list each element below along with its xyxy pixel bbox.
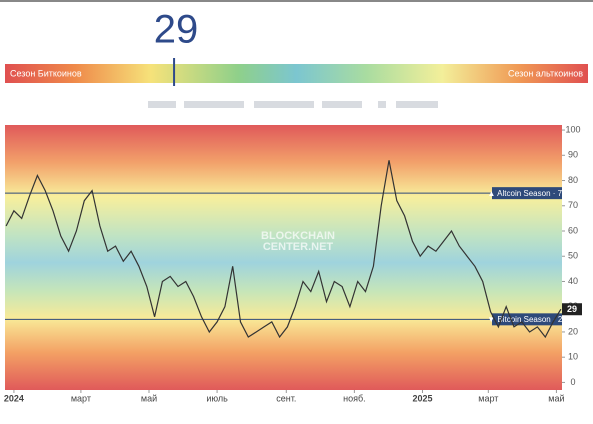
x-tick-label: сент. (276, 393, 296, 403)
current-value: 29 (154, 8, 199, 52)
last-value-label: 29 (567, 304, 577, 314)
bar-right-label: Сезон альткоинов (508, 68, 583, 78)
y-tick-label: 0 (570, 377, 575, 387)
x-tick-label: июль (206, 393, 228, 403)
y-tick-label: 70 (568, 200, 578, 210)
x-tick-label: май (548, 393, 564, 403)
reference-label: ▲ Altcoin Season · 75 (487, 189, 567, 198)
x-tick-label: 2024 (4, 393, 24, 403)
reference-badge (492, 187, 562, 200)
series-line (5, 160, 562, 339)
y-tick-label: 10 (568, 352, 578, 362)
x-tick-label: май (141, 393, 157, 403)
y-tick-label: 20 (568, 326, 578, 336)
x-tick-label: 2025 (412, 393, 432, 403)
x-tick-label: март (71, 393, 91, 403)
y-tick-label: 40 (568, 276, 578, 286)
bar-left-label: Сезон Биткоинов (10, 68, 82, 78)
x-tick-label: нояб. (343, 393, 366, 403)
top-edge (0, 0, 593, 2)
y-tick-label: 60 (568, 225, 578, 235)
y-tick-label: 90 (568, 150, 578, 160)
reference-label: ▼ Bitcoin Season · 25 (487, 315, 567, 324)
x-tick-label: март (478, 393, 498, 403)
y-tick-label: 100 (565, 124, 580, 134)
y-tick-label: 80 (568, 175, 578, 185)
y-tick-label: 50 (568, 251, 578, 261)
blurred-text (148, 101, 438, 108)
season-bar (5, 64, 588, 83)
watermark-text: BLOCKCHAIN (261, 230, 335, 242)
last-value-badge (562, 303, 582, 316)
watermark-text: CENTER.NET (263, 241, 334, 253)
plot-background (5, 125, 562, 390)
